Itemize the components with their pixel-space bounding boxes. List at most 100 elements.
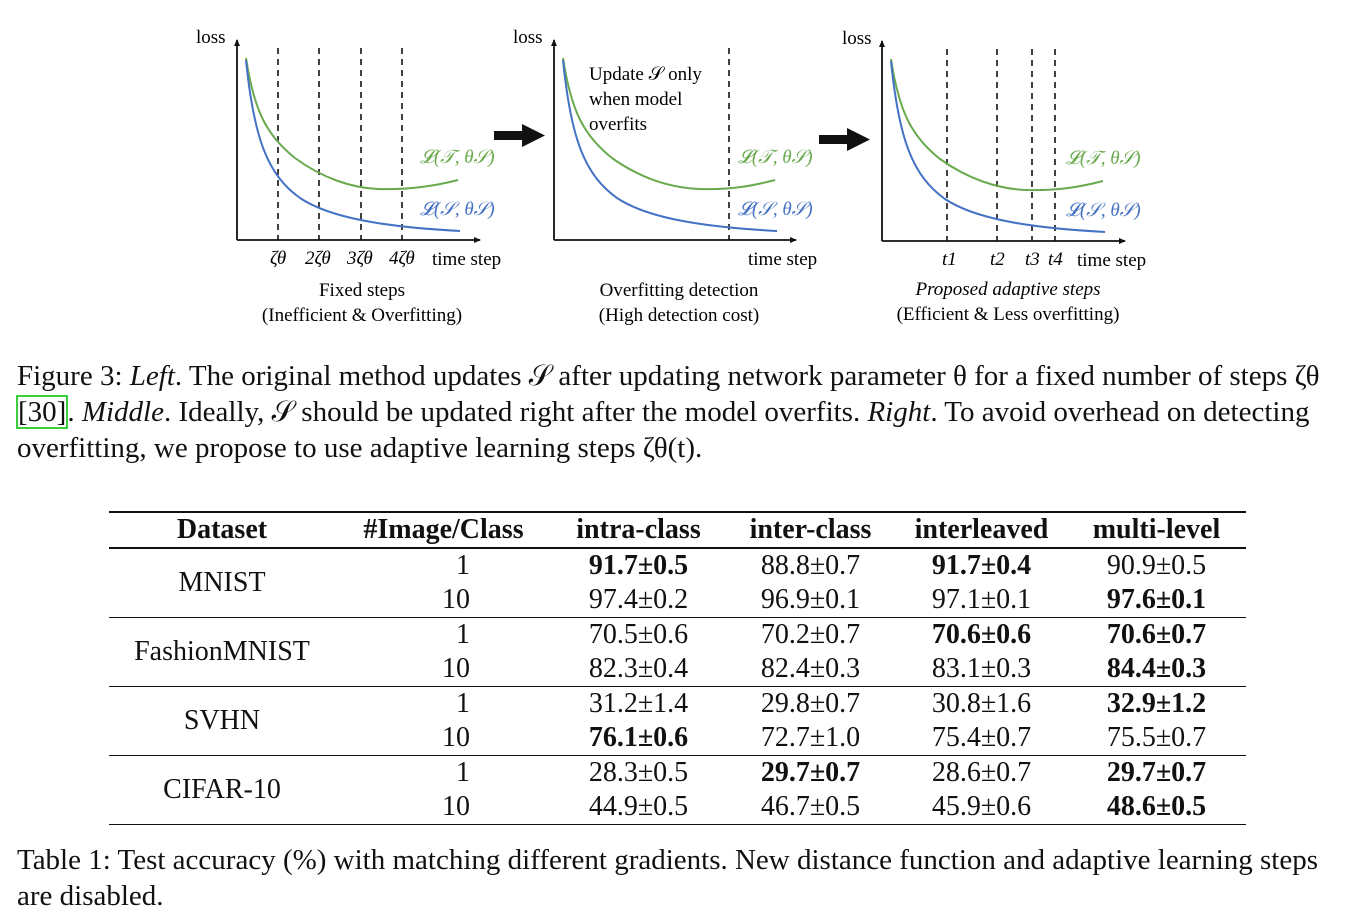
accuracy-cell: 28.3±0.5 — [588, 757, 689, 788]
accuracy-cell: 97.1±0.1 — [931, 584, 1032, 615]
accuracy-cell: 46.7±0.5 — [760, 791, 861, 822]
x-axis-label: time step — [1077, 250, 1146, 271]
step-markers — [946, 49, 1056, 241]
figure-caption: Figure 3: Left. The original method upda… — [15, 358, 1347, 466]
accuracy-cell: 91.7±0.4 — [931, 550, 1032, 581]
syn-loss-label: 𝓛(𝒮, θ𝒮) — [1066, 200, 1141, 221]
syn-loss-curve — [562, 59, 778, 232]
accuracy-cell: 31.2±1.4 — [588, 688, 689, 719]
ipc-cell: 10 — [442, 584, 470, 615]
train-loss-curve — [562, 57, 776, 191]
caption-text: . — [67, 396, 82, 428]
train-loss-label: 𝓛(𝒯, θ𝒮) — [738, 147, 813, 168]
table-row: 10 76.1±0.6 72.7±1.0 75.4±0.7 75.5±0.7 — [109, 721, 1246, 756]
accuracy-cell: 96.9±0.1 — [760, 584, 861, 615]
panel-caption-title: Overfitting detection — [600, 280, 759, 301]
y-axis-label: loss — [842, 28, 872, 49]
ipc-cell: 1 — [456, 688, 470, 719]
accuracy-cell: 90.9±0.5 — [1106, 550, 1207, 581]
arrow-right-icon — [494, 124, 545, 147]
accuracy-cell: 82.4±0.3 — [760, 653, 861, 684]
caption-text: . The original method updates 𝒮 after up… — [174, 360, 1320, 392]
panel-caption-sub: (Efficient & Less overfitting) — [897, 304, 1120, 325]
accuracy-cell: 44.9±0.5 — [588, 791, 689, 822]
accuracy-cell: 29.7±0.7 — [1106, 757, 1207, 788]
note-line: overfits — [589, 114, 647, 135]
accuracy-cell: 75.5±0.7 — [1106, 722, 1207, 753]
tick-label: 3ζθ — [346, 248, 373, 269]
tick-label: ζθ — [270, 248, 286, 269]
tick-label: 2ζθ — [305, 248, 331, 269]
accuracy-cell: 75.4±0.7 — [931, 722, 1032, 753]
panel-fixed-steps: loss time step 𝓛(𝒯, θ𝒮) 𝓛(𝒮, θ𝒮) ζθ 2ζθ … — [196, 27, 501, 326]
ipc-cell: 10 — [442, 653, 470, 684]
caption-text: . To avoid overhead on detecting overfit… — [17, 396, 1310, 464]
caption-middle: Middle — [81, 396, 164, 428]
accuracy-cell: 45.9±0.6 — [931, 791, 1032, 822]
ipc-cell: 10 — [442, 791, 470, 822]
accuracy-cell: 76.1±0.6 — [588, 722, 689, 753]
caption-right: Right — [867, 396, 931, 428]
train-loss-curve — [890, 58, 1104, 192]
arrow-right-icon — [819, 128, 870, 151]
accuracy-cell: 97.4±0.2 — [588, 584, 689, 615]
x-axis-label: time step — [748, 249, 817, 270]
accuracy-cell: 70.6±0.6 — [931, 619, 1032, 650]
train-loss-curve — [245, 57, 459, 191]
caption-left: Left — [129, 360, 175, 392]
syn-loss-label: 𝓛(𝒮, θ𝒮) — [738, 199, 813, 220]
table-row: FashionMNIST 1 70.5±0.6 70.2±0.7 70.6±0.6 70.… — [109, 618, 1246, 667]
citation-link[interactable]: [30] — [15, 395, 69, 429]
tick-label: t2 — [990, 249, 1005, 270]
accuracy-cell: 70.2±0.7 — [760, 619, 861, 650]
y-axis-label: loss — [513, 27, 543, 48]
accuracy-cell: 70.5±0.6 — [588, 619, 689, 650]
dataset-cell: FashionMNIST — [134, 636, 310, 667]
panel-caption-title: Fixed steps — [319, 280, 405, 301]
train-loss-label: 𝓛(𝒯, θ𝒮) — [420, 147, 495, 168]
accuracy-cell: 88.8±0.7 — [760, 550, 861, 581]
tick-label: 4ζθ — [389, 248, 415, 269]
figure-3: loss time step 𝓛(𝒯, θ𝒮) 𝓛(𝒮, θ𝒮) ζθ 2ζθ … — [196, 27, 1146, 326]
dataset-cell: SVHN — [183, 705, 261, 736]
syn-loss-curve — [245, 59, 461, 232]
syn-loss-curve — [890, 60, 1106, 233]
table-row: SVHN 1 31.2±1.4 29.8±0.7 30.8±1.6 32.9±1.2 — [109, 687, 1246, 736]
table-row: CIFAR-10 1 28.3±0.5 29.7±0.7 28.6±0.7 29.7±0.… — [109, 756, 1246, 805]
step-markers — [277, 48, 403, 240]
note-line: when model — [589, 89, 682, 110]
ipc-cell: 1 — [456, 550, 470, 581]
table-row: 10 44.9±0.5 46.7±0.5 45.9±0.6 48.6±0.5 — [109, 790, 1246, 825]
accuracy-cell: 29.8±0.7 — [760, 688, 861, 719]
accuracy-cell: 29.7±0.7 — [760, 757, 861, 788]
note-line: Update 𝒮 only — [589, 64, 702, 85]
header-row: Dataset #Image/Class intra-class inter-c… — [109, 512, 1246, 549]
col-header: intra-class — [552, 512, 725, 549]
panel-overfitting-detection: loss time step 𝓛(𝒯, θ𝒮) 𝓛(𝒮, θ𝒮) Update … — [513, 27, 817, 326]
ipc-cell: 10 — [442, 722, 470, 753]
accuracy-cell: 48.6±0.5 — [1106, 791, 1207, 822]
ipc-cell: 1 — [456, 619, 470, 650]
tick-label: t4 — [1048, 249, 1063, 270]
col-header: inter-class — [725, 512, 896, 549]
accuracy-cell: 97.6±0.1 — [1106, 584, 1207, 615]
tick-label: t1 — [942, 249, 957, 270]
ipc-cell: 1 — [456, 757, 470, 788]
col-header: Dataset — [109, 512, 335, 549]
col-header: #Image/Class — [335, 512, 552, 549]
accuracy-cell: 84.4±0.3 — [1106, 653, 1207, 684]
accuracy-cell: 28.6±0.7 — [931, 757, 1032, 788]
accuracy-cell: 30.8±1.6 — [931, 688, 1032, 719]
y-axis-label: loss — [196, 27, 226, 48]
accuracy-cell: 83.1±0.3 — [931, 653, 1032, 684]
table-caption: Table 1: Test accuracy (%) with matching… — [17, 844, 1319, 912]
accuracy-cell: 72.7±1.0 — [760, 722, 861, 753]
caption-text: . Ideally, 𝒮 should be updated right aft… — [163, 396, 868, 428]
panel-caption-sub: (High detection cost) — [599, 305, 759, 326]
accuracy-cell: 91.7±0.5 — [588, 550, 689, 581]
tick-label: t3 — [1025, 249, 1040, 270]
accuracy-cell: 82.3±0.4 — [588, 653, 689, 684]
train-loss-label: 𝓛(𝒯, θ𝒮) — [1066, 148, 1141, 169]
panel-caption-title: Proposed adaptive steps — [914, 279, 1100, 300]
panel-caption-sub: (Inefficient & Overfitting) — [262, 305, 462, 326]
